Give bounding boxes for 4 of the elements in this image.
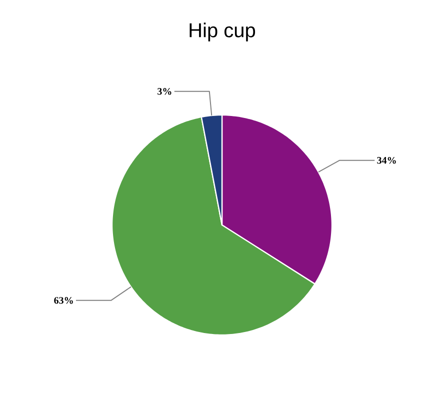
data-label: 3% [158, 88, 172, 95]
data-label: 63% [54, 297, 73, 304]
data-label: 34% [377, 156, 396, 164]
chart-title: Hip cup [190, 22, 256, 42]
